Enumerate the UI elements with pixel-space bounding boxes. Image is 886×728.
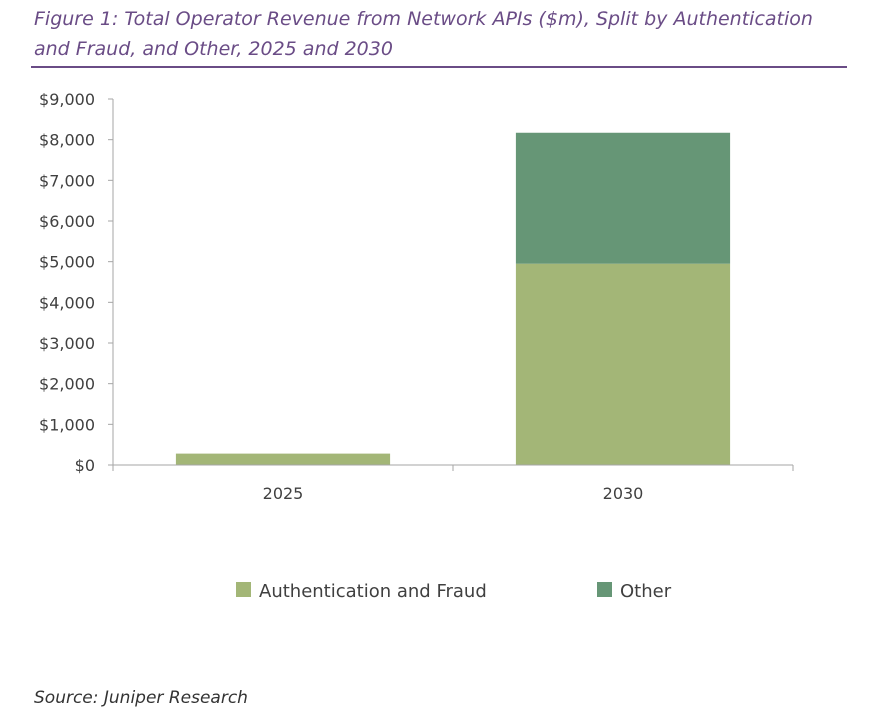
legend-swatch (236, 582, 251, 597)
y-tick-label: $7,000 (39, 171, 95, 190)
legend-swatch (597, 582, 612, 597)
x-tick-label: 2025 (263, 484, 304, 503)
legend: Authentication and Fraud Other (236, 581, 672, 602)
y-axis: $0 $1,000 $2,000 $3,000 $4,000 $5,000 $6,000 $7… (39, 90, 114, 475)
bar-segment (515, 132, 731, 264)
y-tick-label: $3,000 (39, 334, 95, 353)
bar-segment (515, 263, 731, 465)
x-axis: 2025 2030 (112, 464, 794, 503)
bar-segment (175, 453, 391, 465)
title-divider (31, 66, 847, 68)
y-tick-label: $1,000 (39, 415, 95, 434)
chart-title: Figure 1: Total Operator Revenue from Ne… (34, 8, 813, 60)
y-tick-label: $6,000 (39, 212, 95, 231)
legend-label: Other (620, 581, 672, 602)
y-tick-label: $5,000 (39, 253, 95, 272)
y-tick-label: $8,000 (39, 131, 95, 150)
x-tick-label: 2030 (603, 484, 644, 503)
y-tick-label: $9,000 (39, 90, 95, 109)
y-tick-label: $0 (75, 456, 95, 475)
source-note: Source: Juniper Research (34, 688, 248, 708)
legend-label: Authentication and Fraud (259, 581, 487, 602)
y-tick-label: $4,000 (39, 293, 95, 312)
y-tick-label: $2,000 (39, 375, 95, 394)
bars (175, 132, 731, 465)
